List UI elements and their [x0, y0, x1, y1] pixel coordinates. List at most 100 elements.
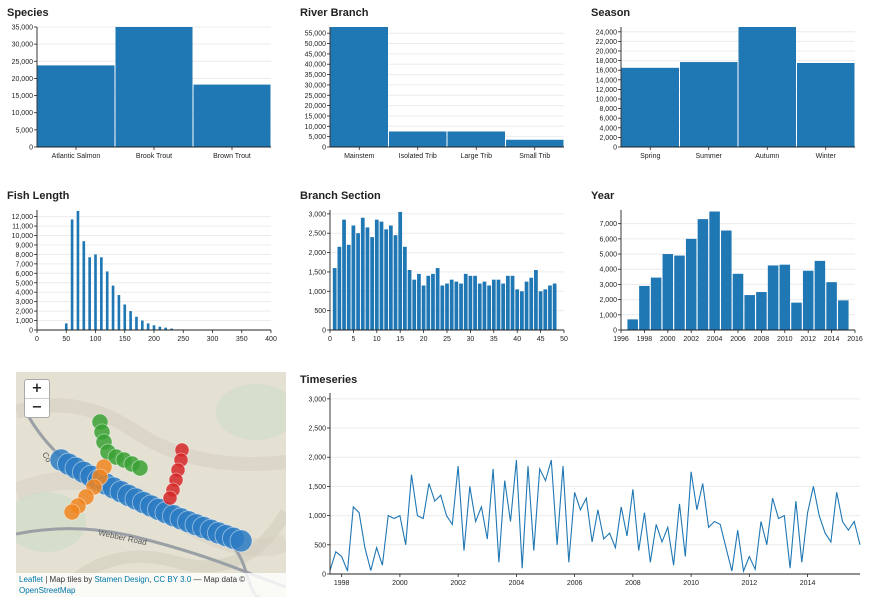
branch-section-xtick-label: 50 — [560, 336, 568, 343]
year-xtick-label: 2004 — [707, 336, 723, 343]
season-ytick-label: 12,000 — [596, 87, 618, 94]
fish-length-bar — [117, 295, 121, 330]
branch-section-bar — [534, 270, 538, 330]
timeseries-ytick-label: 1,500 — [308, 484, 326, 491]
branch-section-bar — [342, 219, 346, 330]
green-station-marker — [131, 459, 149, 477]
branch-section-bar — [543, 289, 548, 330]
orange-station-marker — [63, 503, 81, 521]
osm-link[interactable]: OpenStreetMap — [19, 586, 76, 595]
timeseries-xtick-label: 2002 — [450, 580, 466, 587]
year-ytick-label: 2,000 — [599, 297, 617, 304]
timeseries-title: Timeseries — [300, 374, 357, 386]
year-bar — [756, 292, 767, 330]
fish-length-xtick-label: 100 — [90, 336, 102, 343]
species-ytick-label: 10,000 — [12, 110, 34, 117]
season-ytick-label: 22,000 — [596, 39, 618, 46]
species-title: Species — [7, 7, 49, 19]
attribution-text-2: — Map data © — [191, 575, 246, 584]
map-tiles[interactable]: Co Webber Road — [16, 372, 286, 597]
river-branch-ytick-label: 0 — [322, 145, 326, 152]
branch-section-bar — [360, 217, 365, 330]
branch-section-bar — [417, 273, 421, 330]
zoom-out-button[interactable]: − — [31, 400, 43, 415]
zoom-in-button[interactable]: + — [25, 380, 49, 399]
fish-length-ytick-label: 4,000 — [15, 290, 33, 297]
year-ytick-label: 3,000 — [599, 282, 617, 289]
fish-length-ytick-label: 7,000 — [15, 261, 33, 268]
river-branch-xtick-label: Mainstem — [344, 153, 375, 160]
season-xtick-label: Summer — [696, 153, 723, 160]
year-bar — [627, 319, 638, 330]
river-branch-ytick-label: 25,000 — [305, 93, 327, 100]
fish-length-xtick-label: 350 — [236, 336, 248, 343]
species-xtick-label: Brown Trout — [213, 153, 251, 160]
season-xtick-label: Winter — [816, 153, 837, 160]
fish-length-ytick-label: 9,000 — [15, 242, 33, 249]
season-ytick-label: 4,000 — [599, 125, 617, 132]
timeseries-xtick-label: 2006 — [567, 580, 583, 587]
fish-length-xtick-label: 0 — [35, 336, 39, 343]
season-bar — [738, 27, 796, 147]
leaflet-link[interactable]: Leaflet — [19, 575, 44, 584]
branch-section-bar — [407, 270, 412, 330]
timeseries-ytick-label: 0 — [322, 572, 326, 579]
season-bar — [621, 67, 679, 147]
fish-length-bar — [94, 254, 97, 330]
river-branch-ytick-label: 30,000 — [305, 82, 327, 89]
station-markers[interactable] — [49, 413, 253, 553]
fish-length-bar — [88, 257, 91, 330]
river-branch-bar — [506, 139, 564, 147]
species-bar — [37, 65, 115, 147]
fish-length-bar — [164, 327, 168, 330]
branch-section-xtick-label: 0 — [328, 336, 332, 343]
branch-section-xtick-label: 25 — [443, 336, 451, 343]
branch-section-bar — [548, 285, 552, 330]
branch-section-xtick-label: 20 — [420, 336, 428, 343]
branch-section-bar — [445, 283, 449, 330]
branch-section-bar — [374, 219, 379, 330]
year-ytick-label: 5,000 — [599, 252, 617, 259]
branch-section-xtick-label: 30 — [467, 336, 475, 343]
branch-section-bar — [487, 285, 491, 330]
year-bar — [709, 211, 720, 330]
branch-section-xtick-label: 40 — [513, 336, 521, 343]
branch-section-bar — [524, 281, 529, 330]
fish-length-bar — [158, 326, 162, 330]
branch-section-ytick-label: 2,500 — [308, 231, 326, 238]
timeseries-ytick-label: 1,000 — [308, 513, 326, 520]
stamen-link[interactable]: Stamen Design — [94, 575, 150, 584]
species-xtick-label: Atlantic Salmon — [52, 153, 101, 160]
season-ytick-label: 14,000 — [596, 77, 618, 84]
year-ytick-label: 6,000 — [599, 236, 617, 243]
season-ytick-label: 10,000 — [596, 97, 618, 104]
river-branch-ytick-label: 5,000 — [308, 134, 326, 141]
season-bar — [680, 62, 738, 147]
branch-section-bar — [468, 275, 473, 330]
year-bar — [767, 265, 779, 330]
cc-link[interactable]: CC BY 3.0 — [153, 575, 192, 584]
branch-section-ytick-label: 1,000 — [308, 289, 326, 296]
branch-section-bar — [384, 229, 389, 330]
red-station-marker — [162, 490, 178, 506]
season-ytick-label: 0 — [613, 145, 617, 152]
fish-length-xtick-label: 250 — [177, 336, 189, 343]
fish-length-xtick-label: 300 — [207, 336, 219, 343]
species-ytick-label: 25,000 — [12, 59, 34, 66]
branch-section-bar — [491, 279, 496, 330]
branch-section-xtick-label: 5 — [351, 336, 355, 343]
branch-section-ytick-label: 3,000 — [308, 211, 326, 218]
year-xtick-label: 2000 — [660, 336, 676, 343]
species-ytick-label: 0 — [29, 145, 33, 152]
year-xtick-label: 2006 — [730, 336, 746, 343]
map-panel[interactable]: Co Webber Road + − Leaflet | Map tiles b… — [16, 372, 286, 597]
timeseries-series-line — [329, 459, 861, 574]
timeseries-xtick-label: 2004 — [509, 580, 525, 587]
year-bar — [650, 277, 662, 330]
year-chart: Year 0 1,000 2,000 3,000 4,000 5,000 6,000 7,000… — [591, 190, 863, 343]
branch-section-xtick-label: 45 — [537, 336, 545, 343]
fish-length-xtick-label: 400 — [265, 336, 277, 343]
branch-section-bar — [515, 289, 520, 330]
fish-length-xtick-label: 150 — [119, 336, 131, 343]
season-chart: Season 0 2,000 4,000 6,000 8,000 10,000 12,000 1… — [591, 7, 855, 160]
